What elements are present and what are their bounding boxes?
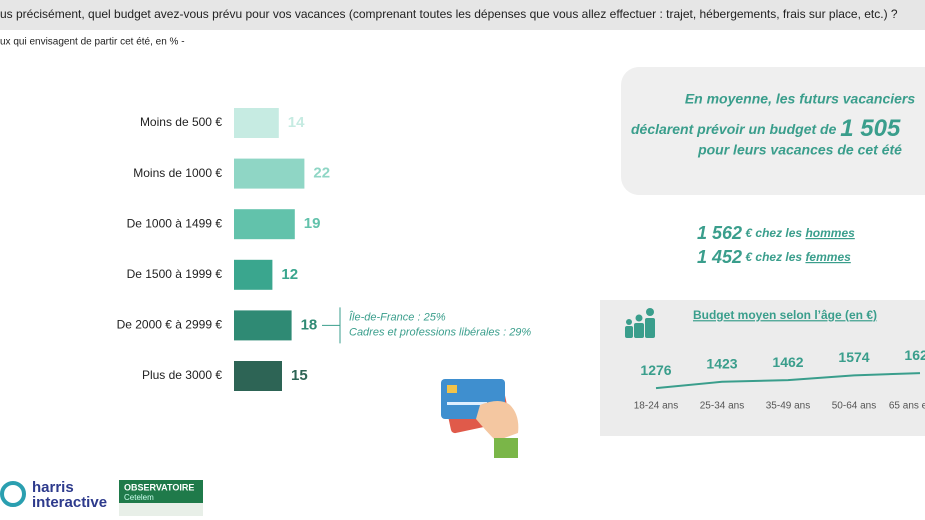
- bar: [234, 259, 273, 290]
- subtitle: ux qui envisagent de partir cet été, en …: [0, 37, 185, 48]
- gender-line: 1 452 € chez les femmes: [697, 247, 851, 267]
- category-label: 35-49 ans: [766, 401, 810, 412]
- bar: [234, 108, 279, 138]
- gender-text: € chez les: [745, 226, 802, 240]
- card-icon: [441, 379, 519, 458]
- bar: [234, 158, 305, 189]
- value-label: 1462: [772, 354, 803, 370]
- harris-logo: harris interactive: [0, 479, 107, 511]
- category-label: De 2000 € à 2999 €: [117, 318, 223, 332]
- value-label: 14: [288, 114, 305, 131]
- value-label: 18: [301, 316, 318, 333]
- category-label: Plus de 3000 €: [142, 368, 222, 382]
- value-label: 15: [291, 367, 308, 384]
- gender-group: hommes: [805, 226, 855, 240]
- summary-amount: 1 505: [840, 115, 901, 142]
- category-label: De 1000 à 1499 €: [127, 216, 223, 230]
- bar: [234, 310, 292, 341]
- gender-amount: 1 452: [697, 247, 742, 267]
- value-label: 1276: [640, 362, 671, 378]
- line: [655, 372, 921, 390]
- summary-box: [621, 67, 925, 195]
- annotation: Île-de-France : 25%: [349, 310, 446, 323]
- bar: [234, 209, 295, 240]
- value-label: 22: [313, 165, 330, 182]
- value-label: 12: [281, 266, 298, 283]
- logo-text: OBSERVATOIRE: [124, 482, 194, 492]
- people-icon: [625, 308, 655, 338]
- value-label: 1423: [706, 356, 737, 372]
- bar: [234, 361, 282, 391]
- gender-text: € chez les: [745, 250, 802, 264]
- summary-line: déclarent prévoir un budget de 1 505: [631, 115, 901, 142]
- logo-text: Cetelem: [124, 493, 154, 502]
- category-label: De 1500 à 1999 €: [127, 267, 223, 281]
- category-label: 25-34 ans: [700, 401, 744, 412]
- category-label: 18-24 ans: [634, 401, 678, 412]
- logo-text: harris: [32, 479, 74, 496]
- category-label: 50-64 ans: [832, 401, 876, 412]
- age-title: Budget moyen selon l’âge (en €): [693, 308, 877, 322]
- category-label: 65 ans et plus: [889, 401, 925, 412]
- summary-line: pour leurs vacances de cet été: [697, 142, 902, 158]
- gender-amount: 1 562: [697, 223, 742, 243]
- value-label: 1574: [838, 349, 869, 365]
- header-bar: [0, 0, 925, 30]
- question: us précisément, quel budget avez-vous pr…: [0, 7, 898, 21]
- summary-line: En moyenne, les futurs vacanciers: [685, 91, 916, 107]
- value-label: 19: [304, 215, 321, 232]
- gender-line: 1 562 € chez les hommes: [697, 223, 855, 243]
- logo-text: interactive: [32, 494, 107, 511]
- category-label: Moins de 500 €: [140, 115, 222, 129]
- summary-line: déclarent prévoir un budget de: [631, 121, 837, 137]
- category-label: Moins de 1000 €: [133, 166, 222, 180]
- cetelem-logo: OBSERVATOIRE Cetelem: [119, 480, 203, 516]
- annotation: Cadres et professions libérales : 29%: [349, 326, 531, 338]
- gender-group: femmes: [805, 250, 851, 264]
